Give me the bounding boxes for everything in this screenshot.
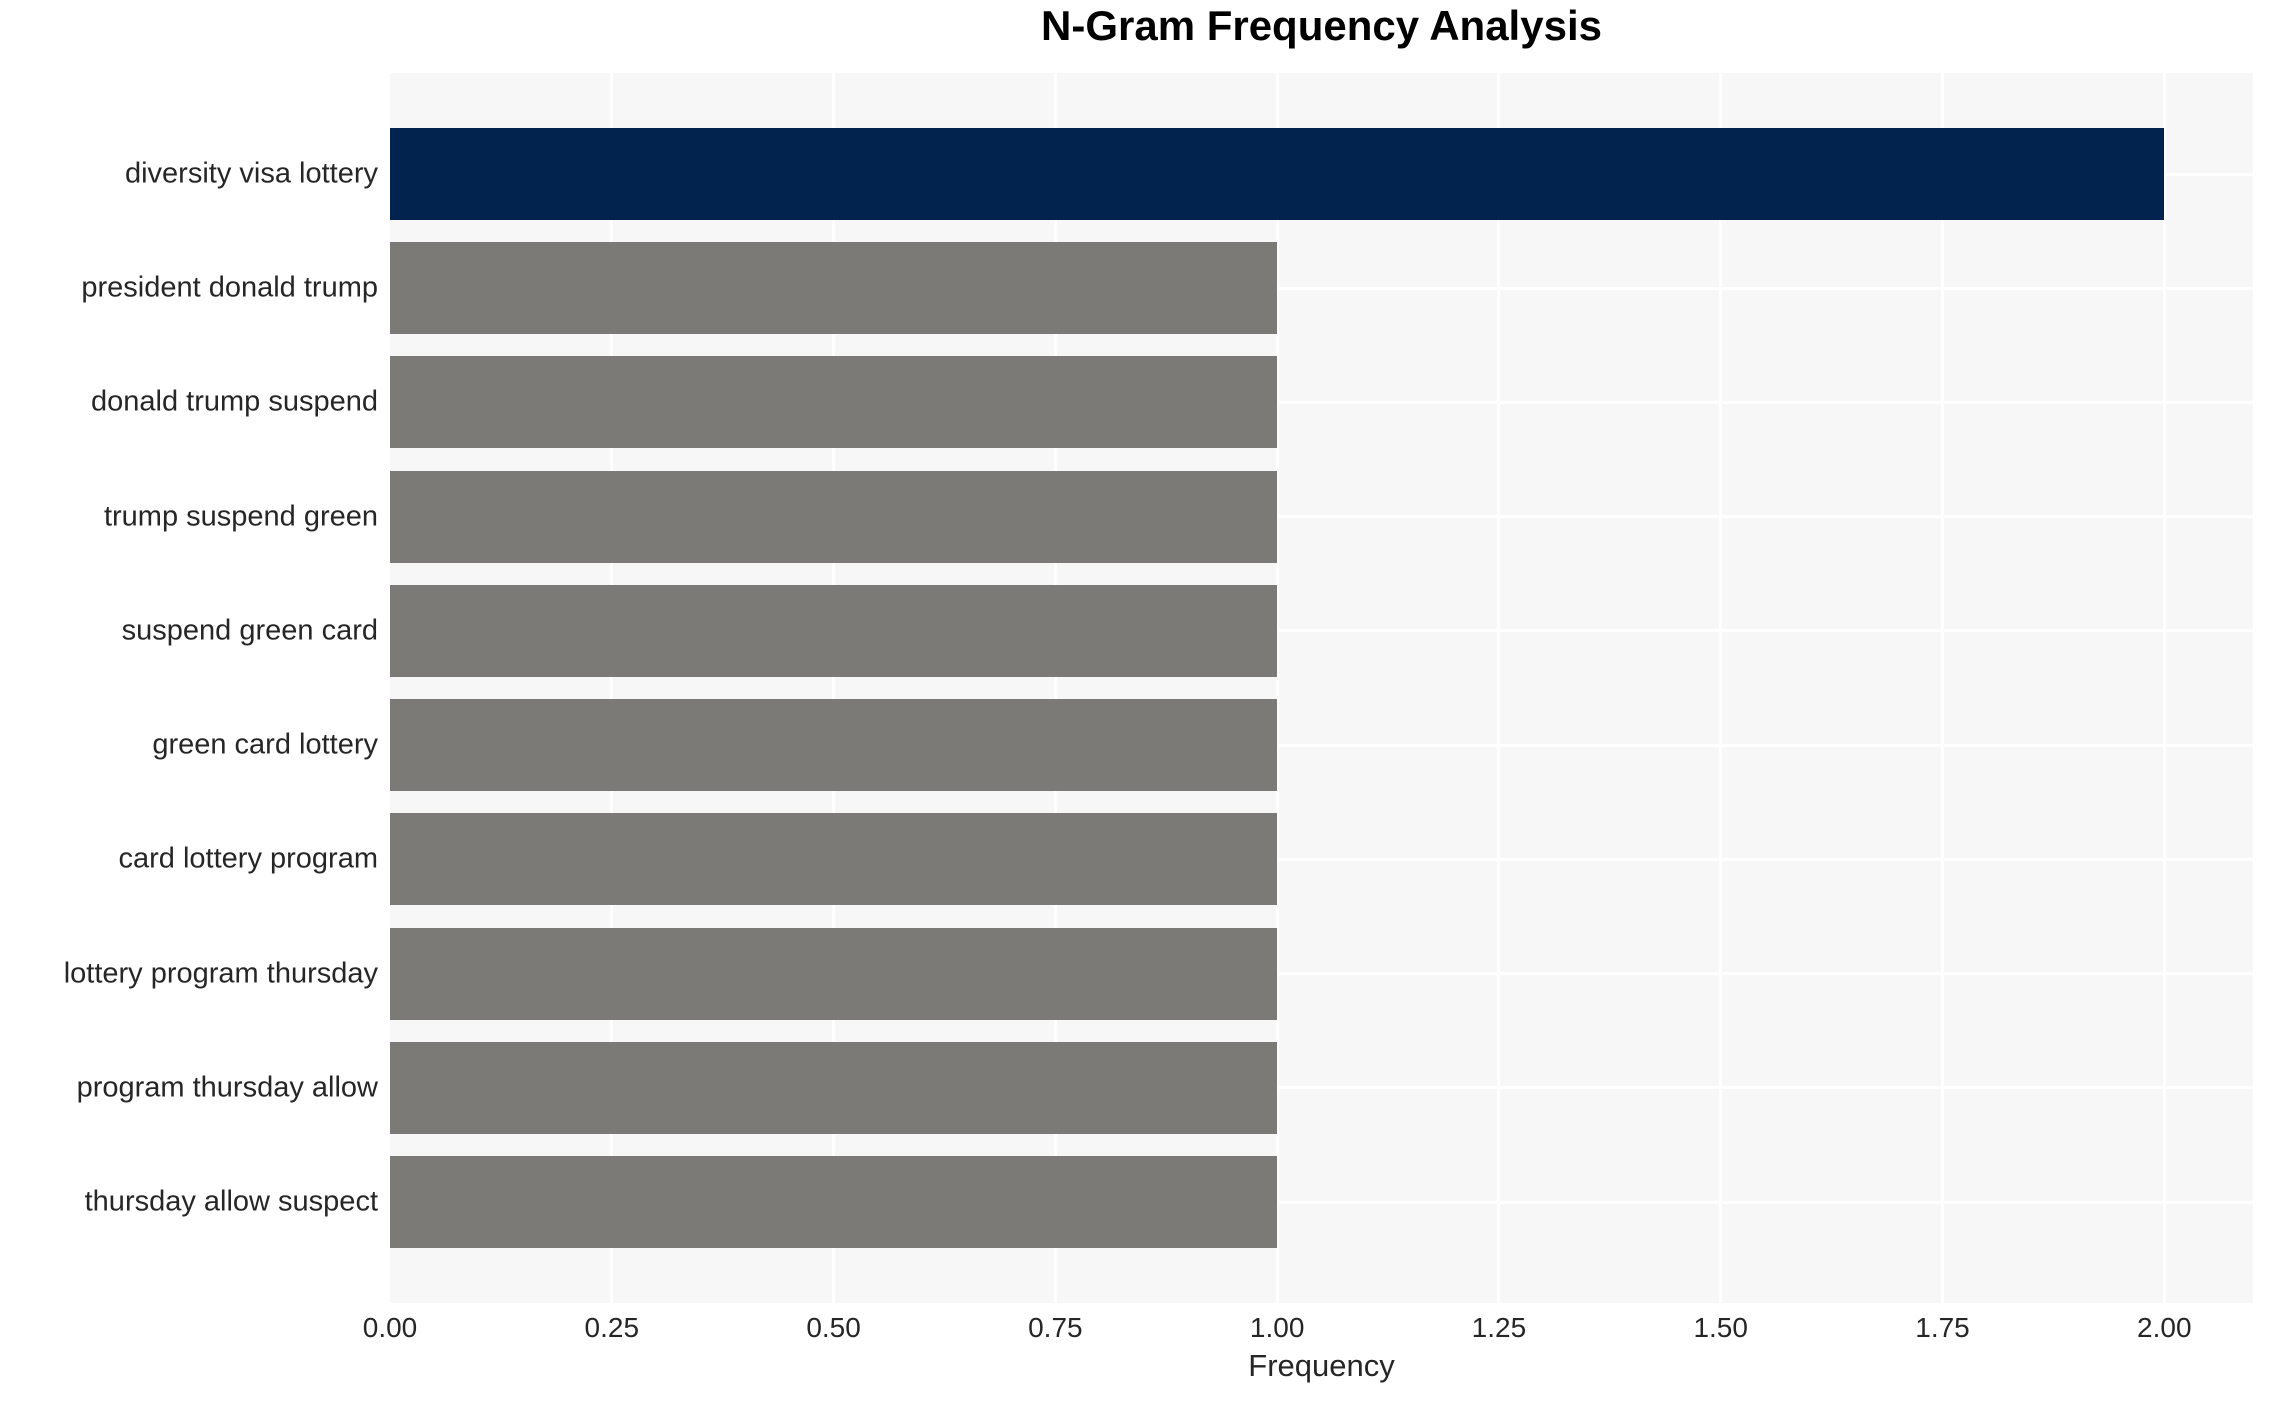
y-tick-label: thursday allow suspect: [84, 1185, 378, 1218]
bar-program-thursday-allow: [390, 1041, 1278, 1134]
x-tick-label: 1.50: [1693, 1312, 1748, 1343]
gridline-horizontal: [390, 286, 2253, 290]
x-tick-label: 0.75: [1028, 1312, 1083, 1343]
gridline-horizontal: [390, 743, 2253, 747]
x-tick-label: 2.00: [2137, 1312, 2192, 1343]
bar-trump-suspend-green: [390, 470, 1278, 563]
x-tick-label: 1.00: [1249, 1312, 1305, 1343]
y-tick-label: donald trump suspend: [91, 385, 378, 418]
y-tick-label: program thursday allow: [76, 1071, 378, 1104]
gridline-horizontal: [390, 972, 2253, 976]
gridline-vertical: [1275, 73, 1279, 1303]
x-tick-label: 0.25: [584, 1312, 640, 1343]
y-tick-label: card lottery program: [118, 842, 379, 875]
gridline-vertical: [1497, 73, 1501, 1303]
bar-green-card-lottery: [390, 699, 1278, 792]
gridline-horizontal: [390, 857, 2253, 861]
gridline-vertical: [2162, 73, 2166, 1303]
plot-area: [390, 73, 2253, 1303]
bar-diversity-visa-lottery: [390, 128, 2165, 220]
x-tick-label: 1.75: [1915, 1312, 1970, 1343]
y-tick-label: suspend green card: [121, 614, 378, 647]
x-tick-label: 0.50: [806, 1312, 861, 1343]
y-tick-label: trump suspend green: [103, 500, 378, 533]
gridline-vertical: [1053, 73, 1057, 1303]
y-tick-label: green card lottery: [152, 728, 378, 761]
bar-president-donald-trump: [390, 242, 1278, 335]
gridline-vertical: [1719, 73, 1723, 1303]
bar-thursday-allow-suspect: [390, 1156, 1278, 1248]
x-tick-label: 0.00: [362, 1312, 418, 1343]
y-tick-label: diversity visa lottery: [124, 157, 378, 190]
x-tick-label: 1.25: [1471, 1312, 1527, 1343]
bar-suspend-green-card: [390, 584, 1278, 677]
gridline-horizontal: [390, 515, 2253, 519]
chart-title: N-Gram Frequency Analysis: [1041, 2, 1602, 49]
gridline-vertical: [1941, 73, 1944, 1303]
bar-card-lottery-program: [390, 813, 1278, 906]
y-tick-label: lottery program thursday: [63, 957, 378, 990]
gridline-vertical: [610, 73, 614, 1303]
gridline-vertical: [832, 73, 836, 1303]
gridline-horizontal: [390, 1086, 2253, 1090]
gridline-horizontal: [390, 400, 2253, 404]
gridline-horizontal: [390, 1200, 2253, 1204]
y-tick-label: president donald trump: [81, 271, 378, 304]
bar-lottery-program-thursday: [390, 927, 1278, 1020]
bar-donald-trump-suspend: [390, 356, 1278, 449]
x-axis-label: Frequency: [1248, 1348, 1395, 1383]
gridline-horizontal: [390, 629, 2253, 633]
